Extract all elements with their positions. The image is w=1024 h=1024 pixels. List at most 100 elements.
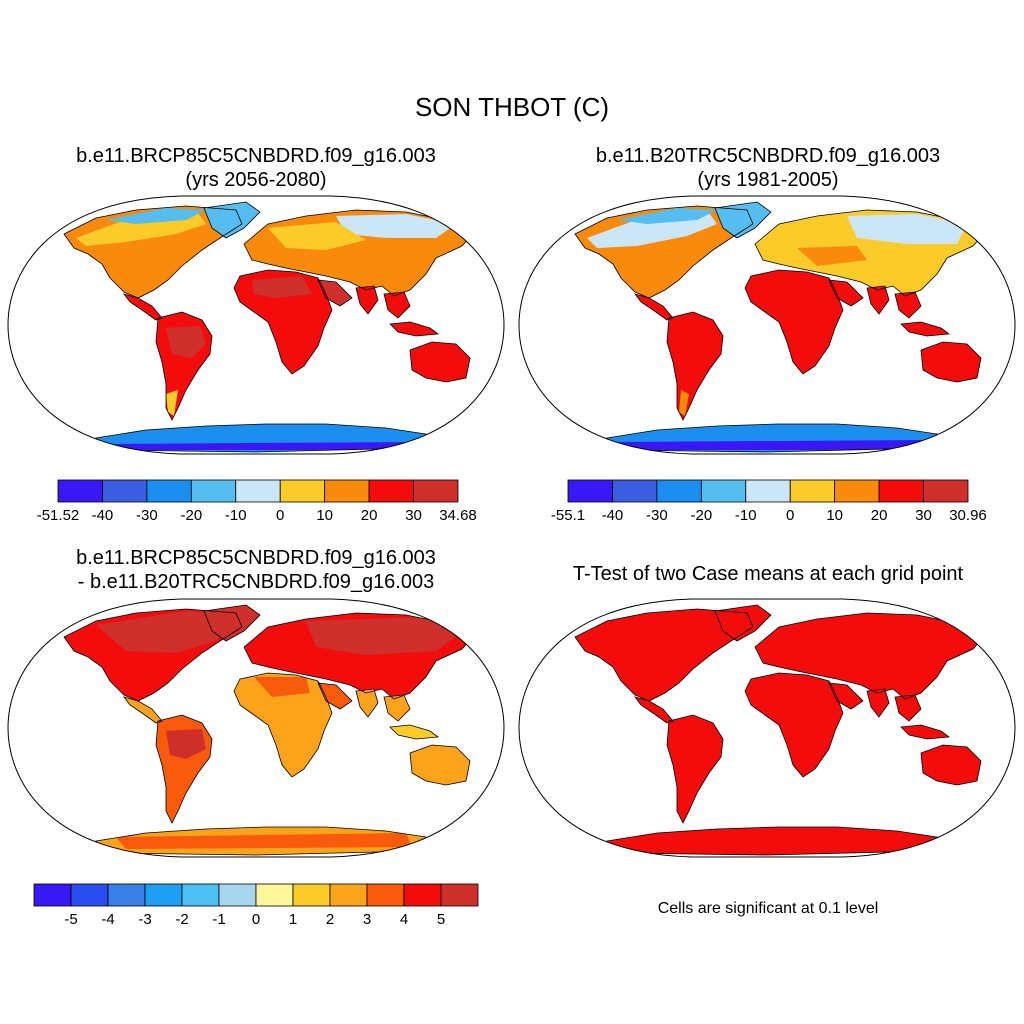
shade-band xyxy=(268,222,366,250)
colorbar-tick-label: -51.52 xyxy=(37,507,80,524)
colorbar-tick-label: -10 xyxy=(225,507,247,524)
region-greenland xyxy=(204,202,260,238)
colorbar-swatch xyxy=(279,479,326,503)
shade-band xyxy=(797,246,867,266)
region-india xyxy=(867,286,889,314)
colorbar-tick-label: -20 xyxy=(180,507,202,524)
colorbar-tick-label: -30 xyxy=(136,507,158,524)
colorbar-tick-label: 2 xyxy=(326,911,334,928)
colorbar-tick-label: -2 xyxy=(175,911,188,928)
colorbar-tick-label: 20 xyxy=(871,507,888,524)
shade-band xyxy=(617,208,717,224)
colorbar-swatch xyxy=(368,479,414,503)
coastline xyxy=(633,696,674,724)
region-central-america xyxy=(124,697,162,723)
colorbar-tick-label: -10 xyxy=(735,507,757,524)
coastline xyxy=(243,209,477,297)
colorbar-tick-label: -1 xyxy=(212,911,225,928)
colorbar-tick-label: -3 xyxy=(138,911,151,928)
colorbar-swatch xyxy=(292,883,331,907)
coastline xyxy=(233,269,333,375)
coastline xyxy=(409,744,471,786)
colorbar-swatch xyxy=(656,479,702,503)
coastline xyxy=(666,311,724,421)
colorbar-tick-label: 30 xyxy=(915,507,932,524)
shade-band xyxy=(116,833,412,849)
coastline xyxy=(389,724,440,740)
colorbar-tick-label: 30 xyxy=(405,507,422,524)
colorbar-tick-label: 5 xyxy=(437,911,445,928)
region-australia xyxy=(410,342,470,382)
colorbar-swatch xyxy=(834,479,880,503)
coastline xyxy=(754,612,988,700)
shade-band xyxy=(617,440,927,450)
coastline xyxy=(95,423,427,453)
colorbar-swatch xyxy=(567,479,613,503)
colorbar-tick-label: 4 xyxy=(400,911,408,928)
shade-band xyxy=(847,214,967,244)
colorbar-swatch xyxy=(700,479,747,503)
colorbar-tick-label: -20 xyxy=(690,507,712,524)
region-eurasia xyxy=(755,613,987,699)
map-case2 xyxy=(518,195,1016,455)
colorbar-swatch xyxy=(789,479,836,503)
map-border xyxy=(7,195,505,455)
colorbar-swatch xyxy=(366,883,405,907)
coastline xyxy=(606,826,938,856)
map-diff xyxy=(7,598,505,858)
colorbar-swatch xyxy=(255,883,294,907)
region-australia xyxy=(921,342,981,382)
coastline xyxy=(63,205,243,299)
region-australia xyxy=(410,745,470,785)
coastline xyxy=(355,688,379,718)
colorbar-swatch xyxy=(146,479,192,503)
colorbar-swatch xyxy=(329,883,368,907)
region-central-america xyxy=(124,294,162,320)
coastline xyxy=(409,341,471,383)
region-central-america xyxy=(635,697,673,723)
colorbar-swatch xyxy=(107,883,146,907)
region-arabia xyxy=(829,280,863,306)
coastline xyxy=(233,672,333,778)
colorbar-swatch xyxy=(440,883,479,907)
colorbar-tick-label: 1 xyxy=(289,911,297,928)
coastline xyxy=(317,682,353,710)
colorbar-tick-label: 0 xyxy=(276,507,284,524)
shade-band xyxy=(252,276,312,298)
colorbar-swatch xyxy=(218,883,257,907)
coastline xyxy=(155,311,213,421)
coastline xyxy=(383,291,411,319)
shade-band xyxy=(96,611,236,653)
coastline xyxy=(900,321,951,337)
colorbar-swatch xyxy=(403,883,442,907)
colorbar-swatch xyxy=(57,479,103,503)
region-south-america xyxy=(667,715,723,823)
region-arabia xyxy=(829,683,863,709)
colorbar-tick-label: -55.1 xyxy=(551,507,585,524)
coastline xyxy=(714,201,772,239)
shade-band xyxy=(336,214,456,238)
region-africa xyxy=(234,673,332,777)
coastline xyxy=(828,682,864,710)
coastline xyxy=(155,714,213,824)
region-india xyxy=(356,286,378,314)
coastline xyxy=(754,209,988,297)
panel-title-case1-line2: (yrs 2056-2080) xyxy=(185,169,327,191)
colorbar-swatch xyxy=(70,883,109,907)
colorbar-swatch xyxy=(413,479,459,503)
colorbar-tick-label: 0 xyxy=(786,507,794,524)
coastline xyxy=(828,279,864,307)
coastline xyxy=(574,608,754,702)
colorbar-tick-label: 0 xyxy=(252,911,260,928)
colorbar-tick-label: -40 xyxy=(92,507,114,524)
coastline xyxy=(920,341,982,383)
shade-band xyxy=(306,617,466,655)
coastline xyxy=(666,714,724,824)
colorbar-tick-label: 10 xyxy=(316,507,333,524)
region-antarctica xyxy=(607,827,937,855)
coastline xyxy=(203,604,261,642)
coastline xyxy=(866,688,890,718)
coastline xyxy=(355,285,379,315)
colorbar-swatch xyxy=(878,479,924,503)
coastline xyxy=(633,293,674,321)
